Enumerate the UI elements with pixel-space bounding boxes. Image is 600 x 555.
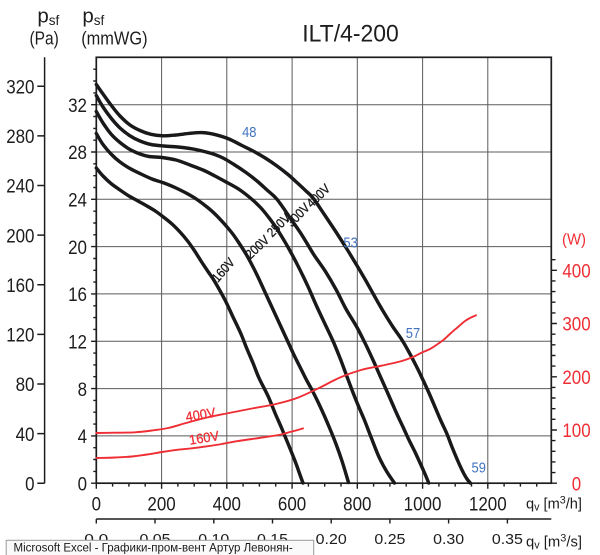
- svg-text:240: 240: [6, 176, 34, 198]
- svg-text:400: 400: [213, 493, 241, 515]
- svg-text:400: 400: [562, 261, 590, 283]
- svg-text:59: 59: [472, 461, 486, 477]
- svg-text:160V: 160V: [188, 428, 220, 448]
- svg-text:800: 800: [343, 493, 371, 515]
- svg-text:24: 24: [68, 190, 87, 212]
- svg-text:0: 0: [25, 473, 34, 495]
- svg-text:8: 8: [78, 379, 87, 401]
- svg-text:16: 16: [68, 284, 87, 306]
- svg-text:320: 320: [6, 77, 34, 99]
- svg-text:40: 40: [16, 424, 35, 446]
- svg-text:0.35: 0.35: [492, 531, 523, 548]
- svg-text:200: 200: [147, 493, 175, 515]
- svg-text:12: 12: [68, 331, 87, 353]
- svg-text:200: 200: [6, 225, 34, 247]
- svg-text:200: 200: [562, 367, 590, 389]
- svg-text:32: 32: [68, 95, 87, 117]
- svg-text:80: 80: [16, 374, 35, 396]
- svg-text:0: 0: [78, 473, 87, 495]
- svg-text:qv [m3/h]: qv [m3/h]: [526, 494, 582, 513]
- svg-text:(W): (W): [562, 231, 586, 248]
- svg-text:Microsoft Excel - Графики-пром: Microsoft Excel - Графики-пром-вент Арту…: [14, 543, 293, 555]
- svg-text:48: 48: [242, 125, 256, 141]
- svg-text:0: 0: [572, 473, 581, 495]
- svg-text:20: 20: [68, 237, 87, 259]
- svg-text:100: 100: [562, 420, 590, 442]
- svg-text:120: 120: [6, 325, 34, 347]
- svg-text:28: 28: [68, 142, 87, 164]
- svg-text:ILT/4-200: ILT/4-200: [302, 21, 399, 48]
- svg-text:(Pa): (Pa): [30, 28, 59, 49]
- svg-text:600: 600: [278, 493, 306, 515]
- svg-text:(mmWG): (mmWG): [81, 28, 147, 49]
- svg-text:400V: 400V: [185, 405, 217, 425]
- svg-text:57: 57: [406, 326, 420, 342]
- svg-text:qv [m3/s]: qv [m3/s]: [526, 532, 582, 551]
- svg-text:53: 53: [343, 236, 357, 252]
- svg-text:280: 280: [6, 126, 34, 148]
- svg-text:300: 300: [562, 314, 590, 336]
- svg-text:1000: 1000: [404, 493, 442, 515]
- svg-text:0.25: 0.25: [374, 531, 405, 548]
- svg-text:1200: 1200: [469, 493, 507, 515]
- svg-text:0.20: 0.20: [316, 531, 347, 548]
- svg-text:4: 4: [78, 426, 87, 448]
- svg-text:160: 160: [6, 275, 34, 297]
- svg-text:0.30: 0.30: [433, 531, 464, 548]
- svg-text:0: 0: [92, 493, 101, 515]
